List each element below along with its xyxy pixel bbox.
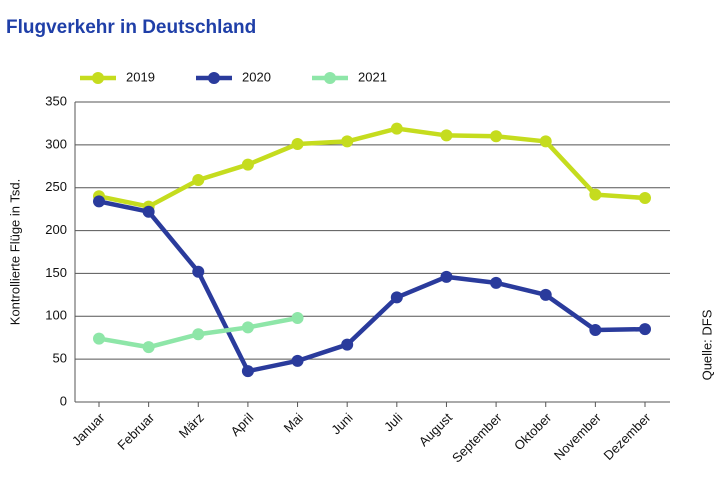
data-point: [241, 321, 254, 334]
legend-marker: [324, 72, 336, 84]
data-point: [241, 365, 254, 378]
data-point: [589, 324, 602, 336]
x-tick-label: Januar: [69, 409, 108, 448]
data-point: [639, 323, 651, 336]
data-point: [390, 122, 403, 135]
data-point: [341, 338, 354, 351]
x-tick-label: März: [176, 410, 207, 441]
data-point: [291, 354, 304, 367]
data-point: [639, 192, 651, 204]
legend-label: 2019: [126, 69, 155, 84]
legend-marker: [92, 72, 104, 84]
data-point: [142, 341, 155, 354]
series-line: [98, 126, 646, 209]
x-tick-label: Juli: [381, 410, 405, 434]
y-tick-label: 250: [45, 179, 67, 194]
data-point: [490, 276, 503, 289]
chart-title: Flugverkehr in Deutschland: [6, 17, 256, 38]
y-tick-label: 300: [45, 136, 67, 151]
data-point: [291, 312, 304, 324]
data-point: [589, 188, 602, 201]
source: Quelle: DFS: [699, 309, 714, 380]
series-line: [98, 199, 646, 374]
data-point: [390, 291, 403, 304]
data-point: [539, 288, 552, 301]
data-point: [93, 332, 105, 345]
y-tick-label: 100: [45, 308, 67, 323]
x-tick-label: Dezember: [601, 409, 654, 462]
x-tick-label: Februar: [114, 409, 157, 452]
x-tick-label: April: [227, 410, 256, 439]
data-point: [192, 328, 205, 341]
data-point: [142, 205, 155, 218]
y-tick-label: 0: [60, 393, 67, 408]
legend-label: 2021: [358, 69, 387, 84]
x-tick-label: Juni: [328, 410, 356, 438]
y-tick-label: 150: [45, 265, 67, 280]
data-point: [192, 174, 205, 186]
y-tick-label: 50: [53, 351, 67, 366]
x-tick-label: August: [416, 410, 455, 449]
y-tick-label: 350: [45, 93, 67, 108]
data-point: [440, 129, 453, 142]
data-point: [440, 270, 453, 283]
x-tick-label: Oktober: [511, 409, 555, 453]
data-point: [341, 135, 354, 148]
y-tick-label: 200: [45, 222, 67, 237]
data-point: [93, 195, 105, 208]
legend-marker: [208, 72, 220, 84]
x-tick-label: November: [551, 409, 604, 462]
legend-label: 2020: [242, 69, 271, 84]
x-tick-label: Mai: [281, 410, 306, 435]
data-point: [241, 158, 254, 171]
data-point: [490, 130, 503, 143]
data-point: [291, 138, 304, 150]
data-point: [539, 135, 552, 148]
y-axis-label: Kontrollierte Flüge in Tsd.: [7, 179, 22, 325]
data-point: [192, 265, 205, 278]
x-tick-label: September: [449, 409, 505, 465]
